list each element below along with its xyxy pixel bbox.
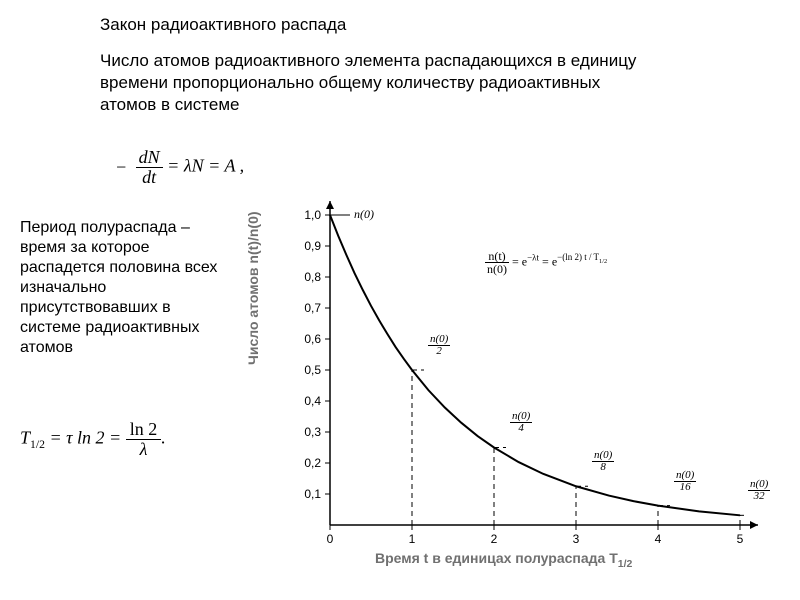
x-axis-label: Время t в единицах полураспада T1/2: [375, 550, 632, 570]
fraction-numerator: dN: [136, 148, 163, 168]
svg-text:0,2: 0,2: [304, 456, 321, 470]
svg-text:1: 1: [409, 532, 416, 546]
x-axis-label-sub: 1/2: [618, 558, 633, 570]
page-subtitle: Число атомов радиоактивного элемента рас…: [100, 50, 660, 116]
half-anno: n(0)2: [428, 334, 450, 357]
fraction-denominator: λ: [126, 440, 162, 459]
svg-text:0,1: 0,1: [304, 487, 321, 501]
chart-formula: n(t) n(0) = e−λt = e−(ln 2) t / T1/2: [485, 250, 607, 275]
svg-text:3: 3: [573, 532, 580, 546]
y-axis-label: Число атомов n(t)/n(0): [245, 211, 261, 365]
half-anno: n(0)32: [748, 479, 770, 502]
formula-exp1: −λt: [527, 252, 539, 262]
svg-text:0,8: 0,8: [304, 270, 321, 284]
equation-half-life: T1/2 = τ ln 2 = ln 2 λ .: [20, 420, 166, 459]
formula-eq1: = e: [509, 254, 527, 268]
half-anno: n(0)8: [592, 450, 614, 473]
equation-rhs: = λN = A ,: [167, 156, 244, 176]
minus-sign: −: [115, 157, 127, 177]
fraction-numerator: ln 2: [126, 420, 162, 440]
equation-tail: .: [161, 428, 166, 448]
svg-text:0,7: 0,7: [304, 301, 321, 315]
formula-exp2: −(ln 2) t / T1/2: [557, 252, 607, 262]
page-title: Закон радиоактивного распада: [100, 15, 346, 35]
x-axis-label-text: Время t в единицах полураспада T: [375, 550, 618, 566]
decay-chart: Число атомов n(t)/n(0) Время t в единица…: [260, 195, 780, 595]
svg-text:5: 5: [737, 532, 744, 546]
half-life-definition: Период полураспада – время за которое ра…: [20, 218, 220, 358]
svg-text:0,5: 0,5: [304, 363, 321, 377]
equation-decay-law: − dN dt = λN = A ,: [115, 148, 244, 187]
svg-text:1,0: 1,0: [304, 208, 321, 222]
formula-fraction: n(t) n(0): [485, 250, 509, 275]
svg-text:0,6: 0,6: [304, 332, 321, 346]
n0-label: n(0): [354, 207, 374, 222]
formula-den: n(0): [485, 263, 509, 275]
half-anno: n(0)4: [510, 411, 532, 434]
half-anno: n(0)16: [674, 470, 696, 493]
fraction-ln2-lambda: ln 2 λ: [126, 420, 162, 459]
svg-text:0,9: 0,9: [304, 239, 321, 253]
svg-text:2: 2: [491, 532, 498, 546]
fraction-denominator: dt: [136, 168, 163, 187]
t-symbol: T: [20, 428, 30, 448]
formula-eq2: = e: [539, 254, 557, 268]
svg-text:0,3: 0,3: [304, 425, 321, 439]
svg-text:4: 4: [655, 532, 662, 546]
fraction-dn-dt: dN dt: [136, 148, 163, 187]
svg-text:0,4: 0,4: [304, 394, 321, 408]
t-subscript: 1/2: [30, 438, 45, 451]
equation-mid: = τ ln 2 =: [49, 428, 125, 448]
svg-text:0: 0: [327, 532, 334, 546]
